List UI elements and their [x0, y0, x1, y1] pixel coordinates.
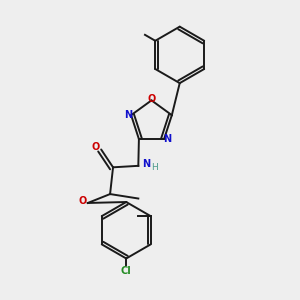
Text: N: N	[164, 134, 172, 144]
Text: O: O	[78, 196, 87, 206]
Text: O: O	[92, 142, 100, 152]
Text: H: H	[151, 163, 158, 172]
Text: O: O	[147, 94, 156, 104]
Text: N: N	[142, 159, 151, 169]
Text: N: N	[124, 110, 132, 120]
Text: Cl: Cl	[121, 266, 132, 276]
